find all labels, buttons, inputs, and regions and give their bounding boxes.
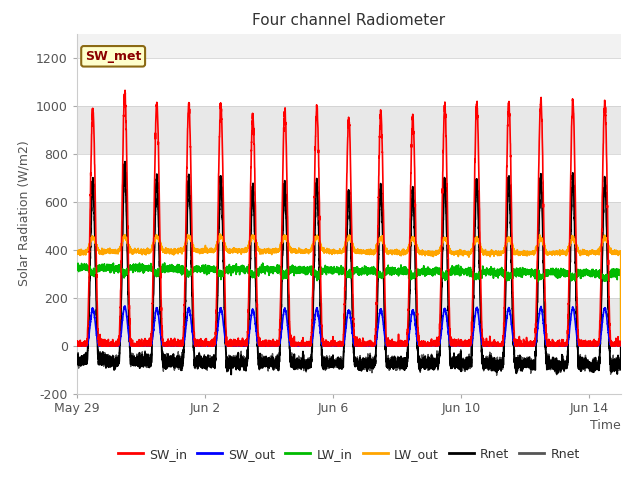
Bar xyxy=(77,298,621,346)
Bar xyxy=(77,250,621,298)
Bar xyxy=(77,58,621,106)
Text: Time: Time xyxy=(590,419,621,432)
Bar xyxy=(77,202,621,250)
Text: SW_met: SW_met xyxy=(85,50,141,63)
Bar xyxy=(77,154,621,202)
Title: Four channel Radiometer: Four channel Radiometer xyxy=(252,13,445,28)
Y-axis label: Solar Radiation (W/m2): Solar Radiation (W/m2) xyxy=(17,141,30,287)
Bar xyxy=(77,346,621,394)
Legend: SW_in, SW_out, LW_in, LW_out, Rnet, Rnet: SW_in, SW_out, LW_in, LW_out, Rnet, Rnet xyxy=(113,443,585,466)
Bar xyxy=(77,106,621,154)
